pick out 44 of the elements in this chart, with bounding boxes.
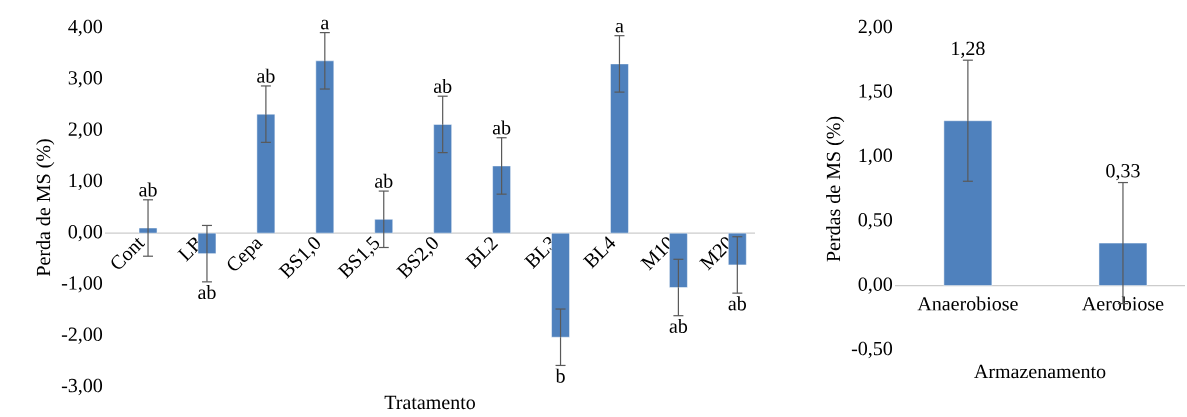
y-tick-label: 1,50 (859, 84, 893, 101)
bar (256, 113, 276, 234)
annotation: a (321, 19, 329, 30)
y-tick-label: -0,50 (851, 341, 893, 359)
x-axis-title: Tratamento (384, 395, 475, 410)
y-tick-label: -1,00 (61, 276, 103, 293)
annotation: ab (669, 318, 688, 333)
annotation: b (555, 368, 565, 383)
y-tick-label: -2,00 (61, 327, 103, 344)
y-tick-label: 4,00 (68, 19, 103, 37)
y-tick-label: 0,50 (858, 213, 893, 230)
x-tick-label: Cont (111, 238, 146, 269)
y-tick-label: -3,00 (61, 378, 103, 396)
annotation: ab (139, 182, 157, 197)
x-tick-label: Cepa (227, 239, 264, 271)
x-axis-title: Armazenamento (974, 364, 1106, 379)
y-axis-title: Perdas de MS (%) (826, 116, 845, 262)
x-tick-label: BL2 (464, 237, 499, 269)
annotation: ab (728, 296, 746, 311)
bar (315, 60, 335, 234)
bar (610, 63, 629, 234)
data-label: 1,28 (952, 41, 985, 58)
x-tick-label: Aerobiose (1082, 296, 1164, 311)
annotation: ab (198, 285, 216, 300)
annotation: a (615, 22, 624, 33)
y-tick-label: 1,00 (69, 173, 103, 191)
y-tick-label: 3,00 (68, 71, 103, 88)
y-tick-label: 2,00 (858, 19, 893, 37)
y-tick-label: 1,00 (859, 148, 893, 165)
y-tick-label: 0,00 (858, 277, 893, 294)
annotation: ab (257, 68, 275, 83)
bar (374, 219, 393, 234)
bar (551, 232, 570, 338)
annotation: ab (492, 120, 511, 135)
bar (492, 165, 511, 234)
annotation: ab (375, 173, 393, 188)
y-axis-title: Perda de MS (%) (36, 139, 55, 277)
y-tick-label: 2,00 (68, 122, 103, 139)
x-tick-label: BL4 (582, 236, 616, 269)
bar (433, 124, 452, 234)
data-label: 0,33 (1106, 163, 1140, 181)
y-tick-label: 0,00 (68, 224, 103, 242)
annotation: ab (433, 78, 452, 93)
x-tick-label: Anaerobiose (917, 296, 1018, 311)
